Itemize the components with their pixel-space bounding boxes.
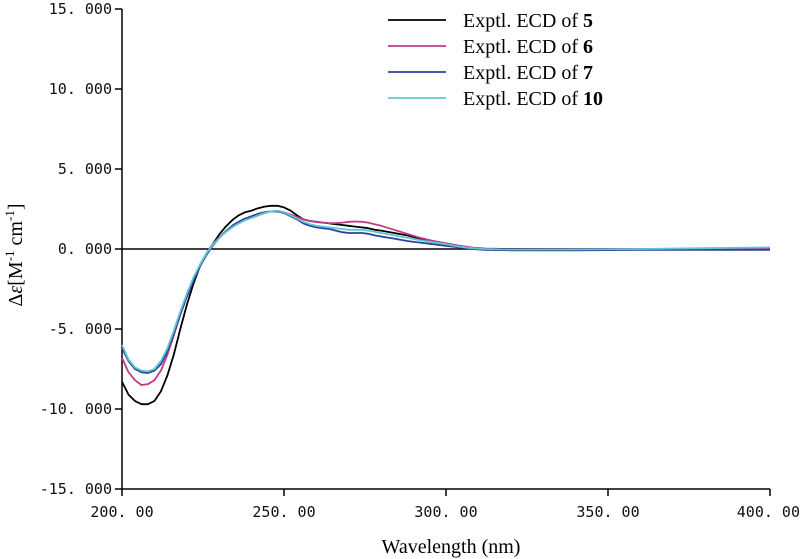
legend-label-number: 6: [583, 36, 593, 58]
y-title-sup1: -1: [2, 250, 17, 261]
y-title-unit-mid: cm: [5, 221, 27, 251]
x-tick-label: 350. 00: [576, 503, 639, 521]
series-line-10: [121, 209, 771, 373]
legend-label-number: 10: [583, 88, 603, 110]
y-title-unit-close: ]: [5, 203, 27, 210]
y-title-prefix: Δ: [5, 294, 27, 307]
x-tick-label: 200. 00: [90, 503, 153, 521]
y-tick-label: -10. 000: [40, 400, 112, 418]
series-line-5: [121, 204, 770, 406]
legend-label-prefix: Exptl. ECD of: [463, 88, 583, 110]
y-ticks: -15. 000 -10. 000 -5. 000 0. 000 5. 000 10. 0…: [40, 0, 122, 498]
legend-label-number: 5: [583, 10, 593, 32]
x-tick-label: 250. 00: [252, 503, 315, 521]
legend-label-prefix: Exptl. ECD of: [463, 62, 583, 84]
y-tick-label: -15. 000: [40, 480, 112, 498]
legend-label-5: Exptl. ECD of 5: [463, 10, 593, 32]
series-lines: [121, 204, 771, 406]
y-tick-label: 5. 000: [58, 160, 112, 178]
legend-label-prefix: Exptl. ECD of: [463, 10, 583, 32]
legend-label-6: Exptl. ECD of 6: [463, 36, 593, 58]
y-tick-label: 10. 000: [49, 80, 112, 98]
y-tick-label: -5. 000: [49, 320, 112, 338]
y-title-unit-open: [M: [5, 261, 27, 286]
x-axis-title: Wavelength (nm): [382, 536, 521, 558]
legend-label-number: 7: [583, 62, 593, 84]
x-ticks: 200. 00 250. 00 300. 00 350. 00 400. 00: [90, 489, 800, 521]
legend-label-10: Exptl. ECD of 10: [463, 88, 603, 110]
y-tick-label: 0. 000: [58, 240, 112, 258]
y-title-symbol: ε: [5, 286, 27, 294]
y-axis-title: Δε[M-1 cm-1]: [2, 203, 27, 306]
x-tick-label: 400. 00: [737, 503, 800, 521]
y-title-sup2: -1: [2, 210, 17, 221]
legend-label-7: Exptl. ECD of 7: [463, 62, 593, 84]
y-tick-label: 15. 000: [49, 0, 112, 18]
legend-label-prefix: Exptl. ECD of: [463, 36, 583, 58]
x-tick-label: 300. 00: [414, 503, 477, 521]
